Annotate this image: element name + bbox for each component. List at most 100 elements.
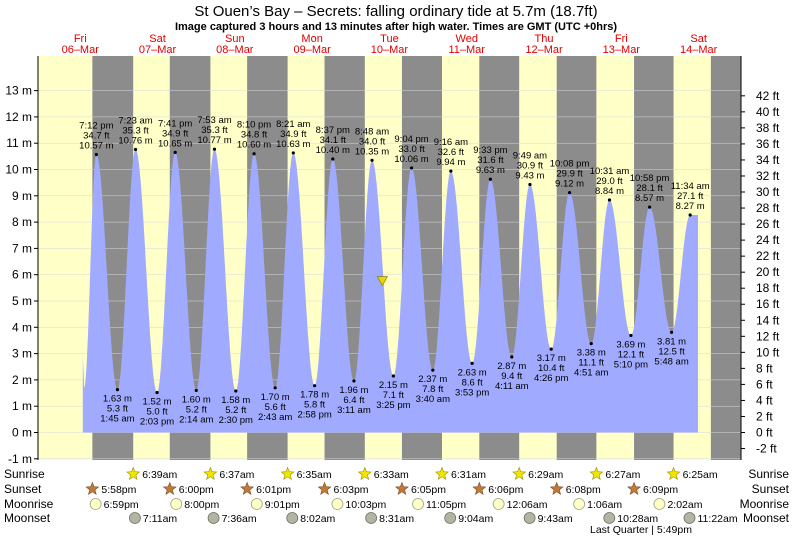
row-label-right-sunrise: Sunrise	[748, 467, 789, 481]
y-tick-label-ft: 40 ft	[756, 105, 780, 119]
low-tide-label: 1:45 am	[100, 414, 134, 425]
moon-phase-label: Last Quarter | 5:49pm	[590, 524, 692, 536]
high-tide-point	[567, 191, 572, 195]
day-label: Fri	[615, 33, 628, 45]
moonset-icon	[444, 512, 457, 524]
low-tide-label: 3.17 m	[537, 353, 566, 364]
sunset-time: 6:00pm	[179, 484, 214, 496]
high-tide-label: 8:48 am	[355, 126, 389, 137]
sunset-icon	[85, 481, 100, 495]
y-tick-label-ft: 28 ft	[756, 201, 780, 215]
high-tide-label: 34.8 ft	[241, 130, 268, 141]
y-tick-label-ft: 34 ft	[756, 153, 780, 167]
high-tide-label: 8.57 m	[635, 193, 664, 204]
moonrise-icon	[573, 498, 586, 510]
sunset-icon	[240, 481, 255, 495]
date-label: 09–Mar	[293, 44, 331, 56]
day-label: Tue	[380, 33, 399, 45]
sunrise-icon	[589, 466, 604, 480]
low-tide-point	[115, 388, 120, 392]
moonrise-time: 2:02am	[667, 499, 702, 511]
sunrise-icon	[666, 466, 681, 480]
low-tide-label: 1.78 m	[300, 390, 329, 401]
high-tide-point	[173, 150, 177, 155]
day-label: Mon	[301, 33, 322, 45]
low-tide-label: 5.3 ft	[107, 404, 128, 415]
low-tide-label: 3.38 m	[577, 348, 606, 359]
high-tide-point	[488, 177, 493, 181]
sunset-icon	[395, 481, 409, 495]
row-label-left-sunrise: Sunrise	[4, 467, 45, 481]
low-tide-label: 10.4 ft	[538, 363, 565, 374]
right-axis-feet: -2 ft 0 ft 2 ft 4 ft 6 ft 8 ft 10 ft 12 ft 14 ft…	[740, 56, 780, 460]
low-tide-label: 2:03 pm	[140, 417, 174, 428]
moonrise-icon	[89, 498, 102, 510]
high-tide-label: 35.3 ft	[122, 126, 149, 137]
y-tick-label-m: 1 m	[12, 399, 32, 413]
sunrise-time: 6:33am	[374, 469, 409, 481]
high-tide-label: 10.60 m	[237, 140, 271, 151]
date-label: 11–Mar	[448, 44, 485, 56]
moonrise-icon	[331, 498, 344, 510]
low-tide-label: 7.1 ft	[383, 390, 404, 401]
high-tide-label: 29.9 ft	[556, 169, 583, 180]
high-tide-label: 8.84 m	[595, 186, 624, 197]
date-label: 07–Mar	[139, 44, 177, 56]
high-tide-point	[607, 198, 612, 202]
high-tide-point	[409, 166, 414, 170]
night-band	[710, 56, 741, 460]
day-label: Wed	[456, 33, 478, 45]
y-tick-label-m: 0 m	[12, 426, 32, 440]
high-tide-label: 8.27 m	[676, 201, 705, 212]
high-tide-point	[449, 169, 453, 173]
sunrise-time: 6:29am	[528, 469, 563, 481]
low-tide-label: 1.60 m	[182, 394, 211, 405]
low-tide-point	[470, 361, 474, 365]
y-tick-label-ft: 8 ft	[756, 361, 773, 375]
moonset-icon	[207, 512, 220, 524]
sunset-icon	[317, 481, 332, 495]
low-tide-label: 5.0 ft	[146, 407, 167, 418]
high-tide-label: 34.9 ft	[162, 128, 189, 139]
low-tide-label: 2.87 m	[497, 361, 526, 372]
y-tick-label-ft: -2 ft	[756, 442, 777, 456]
y-tick-label-m: 4 m	[12, 320, 32, 334]
high-tide-label: 34.7 ft	[83, 131, 110, 142]
high-tide-label: 10:08 pm	[550, 159, 590, 170]
moonset-time: 10:28am	[617, 513, 658, 525]
high-tide-label: 9.63 m	[476, 165, 505, 176]
date-label: 14–Mar	[680, 44, 718, 56]
moonrise-time: 9:01pm	[265, 499, 300, 511]
row-label-right-moonrise: Moonrise	[740, 497, 790, 511]
sunrise-icon	[203, 466, 218, 480]
y-tick-label-ft: 30 ft	[756, 185, 780, 199]
moonrise-time: 8:00pm	[184, 499, 219, 511]
low-tide-label: 9.4 ft	[501, 371, 522, 382]
row-label-left-moonset: Moonset	[4, 511, 51, 525]
low-tide-point	[234, 389, 238, 393]
high-tide-label: 10.63 m	[276, 139, 310, 150]
current-tide-marker	[376, 276, 388, 287]
high-tide-label: 9.94 m	[436, 157, 465, 168]
high-tide-label: 10.57 m	[79, 141, 113, 152]
high-tide-label: 10:58 pm	[630, 173, 670, 184]
y-tick-label-m: 2 m	[12, 373, 32, 387]
y-tick-label-ft: 36 ft	[756, 137, 780, 151]
sunrise-icon	[512, 466, 527, 480]
y-tick-label-ft: 2 ft	[756, 409, 773, 423]
y-tick-label-ft: 38 ft	[756, 121, 780, 135]
y-tick-label-m: 8 m	[12, 215, 32, 229]
low-tide-label: 3.69 m	[616, 339, 645, 350]
high-tide-point	[331, 157, 335, 161]
y-tick-label-ft: 20 ft	[756, 265, 780, 279]
high-tide-point	[647, 205, 652, 209]
day-label: Thu	[535, 33, 554, 45]
high-tide-label: 9.12 m	[555, 179, 584, 190]
date-label: 12–Mar	[525, 44, 563, 56]
low-tide-point	[352, 379, 356, 383]
low-tide-label: 5.2 ft	[225, 405, 246, 416]
moonrise-time: 6:59pm	[104, 499, 139, 511]
sunset-icon	[472, 481, 487, 495]
high-tide-label: 27.1 ft	[677, 191, 704, 202]
